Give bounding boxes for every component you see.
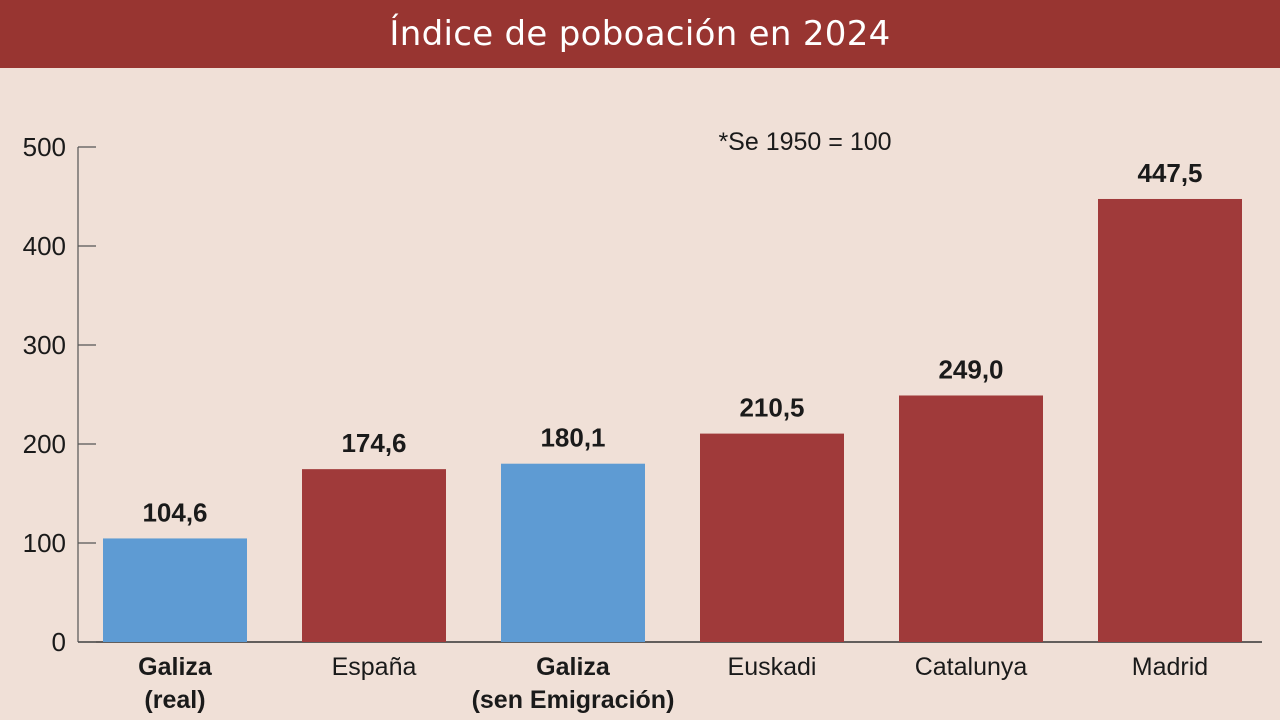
x-category-label: Catalunya xyxy=(915,653,1028,681)
y-tick-label: 400 xyxy=(23,231,66,261)
y-tick-label: 300 xyxy=(23,330,66,360)
y-tick-label: 200 xyxy=(23,429,66,459)
x-category-label: Galiza xyxy=(138,653,213,681)
bar xyxy=(700,433,844,642)
x-category-label: (real) xyxy=(144,686,205,714)
x-category-label: Euskadi xyxy=(728,653,817,681)
base-year-note: *Se 1950 = 100 xyxy=(718,128,891,156)
bar-value-label: 174,6 xyxy=(341,428,406,458)
x-category-label: (sen Emigración) xyxy=(472,686,675,714)
chart-title-bar: Índice de poboación en 2024 xyxy=(0,0,1280,68)
bar xyxy=(1098,198,1242,642)
labels: 104,6 Galiza (real) 174,6 España 180,1 Galiza (… xyxy=(138,158,1208,714)
bar-chart: 0 100 200 300 400 500 104,6 Galiza (real) 174,6 E… xyxy=(23,128,1262,714)
bar xyxy=(103,538,247,642)
bar xyxy=(302,469,446,642)
chart-title: Índice de poboación en 2024 xyxy=(389,14,891,54)
y-axis: 0 100 200 300 400 500 xyxy=(23,132,1262,657)
x-category-label: España xyxy=(332,653,417,681)
bar xyxy=(899,395,1043,642)
bar xyxy=(501,463,645,642)
y-tick-label: 0 xyxy=(52,627,66,657)
x-category-label: Madrid xyxy=(1132,653,1208,681)
bar-value-label: 210,5 xyxy=(739,393,804,423)
y-tick-label: 100 xyxy=(23,528,66,558)
bars xyxy=(103,198,1242,642)
y-tick-label: 500 xyxy=(23,132,66,162)
x-category-label: Galiza xyxy=(536,653,611,681)
bar-value-label: 249,0 xyxy=(938,354,1003,384)
bar-value-label: 447,5 xyxy=(1137,158,1202,188)
bar-value-label: 180,1 xyxy=(540,423,605,453)
bar-value-label: 104,6 xyxy=(142,497,207,527)
